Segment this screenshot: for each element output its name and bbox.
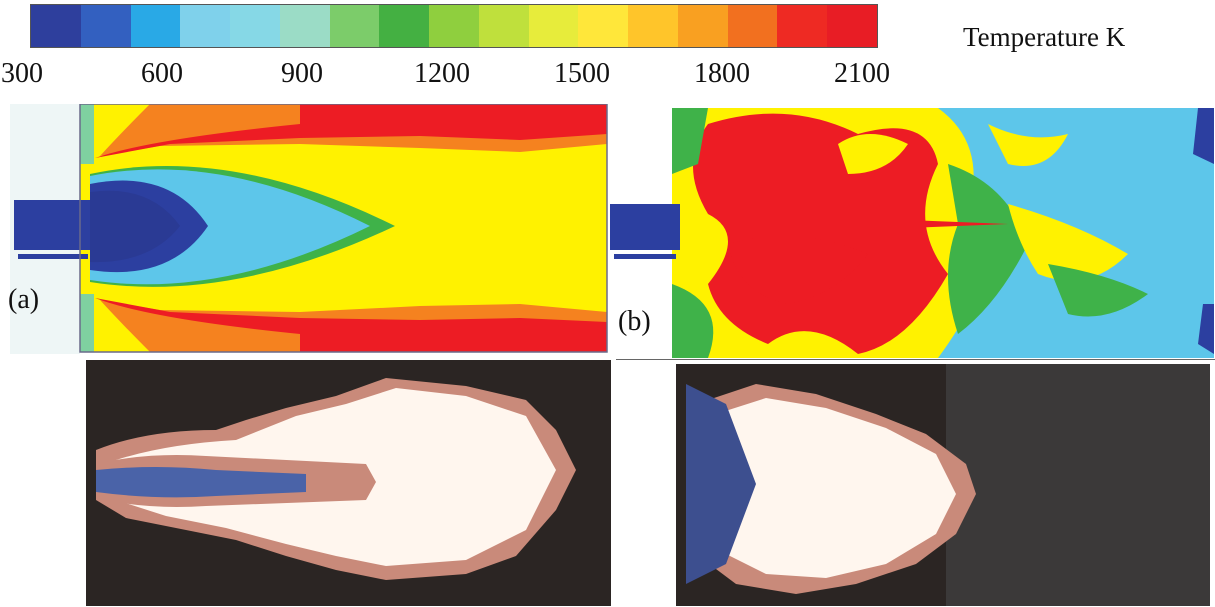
colorbar-tick-label: 2100	[834, 58, 890, 89]
colorbar-segment	[727, 5, 778, 47]
colorbar-segment	[80, 5, 131, 47]
colorbar-tick-label: 1800	[694, 58, 750, 89]
flame-photo-b	[676, 364, 1210, 606]
colorbar-tick-label: 900	[281, 58, 323, 89]
colorbar-tick-label: 300	[1, 58, 43, 89]
colorbar-segment	[379, 5, 430, 47]
colorbar-segment	[180, 5, 231, 47]
panel-b-label: (b)	[618, 306, 651, 337]
flame-photo-a	[86, 360, 611, 606]
colorbar-tick-label: 1500	[554, 58, 610, 89]
simulation-panel-a	[0, 104, 608, 354]
colorbar-segment	[230, 5, 280, 47]
temperature-colorbar	[30, 4, 878, 48]
colorbar-tick-label: 600	[141, 58, 183, 89]
colorbar-segment	[279, 5, 330, 47]
colorbar-segment	[827, 5, 878, 47]
colorbar-segment	[429, 5, 479, 47]
colorbar-tick-label: 1200	[414, 58, 470, 89]
colorbar-segment	[628, 5, 678, 47]
colorbar-segment	[677, 5, 728, 47]
panel-a-label: (a)	[8, 284, 40, 315]
colorbar-segment	[31, 5, 81, 47]
colorbar-segment	[329, 5, 380, 47]
colorbar-segment	[478, 5, 529, 47]
colorbar-segment	[777, 5, 828, 47]
simulation-panel-b	[608, 104, 1215, 360]
colorbar-title: Temperature K	[963, 22, 1126, 52]
colorbar-segment	[528, 5, 579, 47]
colorbar-segment	[130, 5, 181, 47]
colorbar-ticks: 300 600 900 1200 1500 1800 2100	[0, 58, 920, 94]
colorbar-segment	[578, 5, 629, 47]
